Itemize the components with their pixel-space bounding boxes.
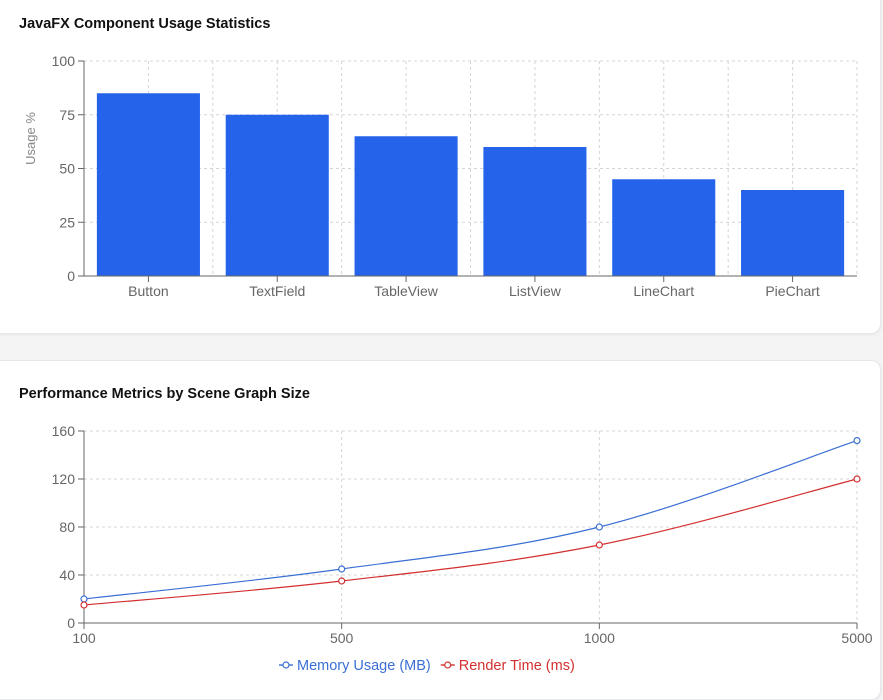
y-tick-label: 40 xyxy=(59,567,75,583)
render-time-line xyxy=(83,478,858,606)
bar-button xyxy=(96,93,200,276)
x-tick-label: Button xyxy=(128,283,168,299)
x-tick-label: TableView xyxy=(374,283,438,299)
usage-chart-card: JavaFX Component Usage Statistics 0 25 50 7… xyxy=(0,0,881,334)
render-time-point xyxy=(853,475,861,483)
x-tick-label: 1000 xyxy=(584,630,615,646)
usage-bar-chart: 0 25 50 75 100 Button TextField TableView ListVi… xyxy=(23,53,858,299)
memory-usage-point xyxy=(80,595,88,603)
legend-marker-render-time xyxy=(444,661,452,669)
y-tick-label: 160 xyxy=(52,423,76,439)
y-tick-label: 50 xyxy=(59,161,75,177)
bar-textfield xyxy=(225,114,329,276)
render-time-point xyxy=(338,577,346,585)
x-tick-label: ListView xyxy=(509,283,562,299)
x-tick-label: PieChart xyxy=(765,283,820,299)
render-time-point xyxy=(80,601,88,609)
x-tick-label: 500 xyxy=(330,630,354,646)
memory-usage-point xyxy=(338,565,346,573)
y-tick-label: 75 xyxy=(59,107,75,123)
performance-chart-title: Performance Metrics by Scene Graph Size xyxy=(19,386,310,402)
usage-chart-title: JavaFX Component Usage Statistics xyxy=(19,16,271,32)
x-tick-label: TextField xyxy=(249,283,305,299)
bar-listview xyxy=(483,147,587,276)
legend-label-render-time: Render Time (ms) xyxy=(459,658,575,674)
performance-chart-card: Performance Metrics by Scene Graph Size … xyxy=(0,360,881,700)
memory-usage-point xyxy=(595,523,603,531)
y-tick-label: 0 xyxy=(67,268,75,284)
performance-line-chart: 0 40 80 120 160 100 500 1000 5000 Memory Usage (M… xyxy=(52,423,873,674)
y-tick-label: 100 xyxy=(52,53,76,69)
x-tick-label: 5000 xyxy=(841,630,872,646)
y-tick-label: 0 xyxy=(67,615,75,631)
memory-usage-line xyxy=(83,440,858,600)
render-time-point xyxy=(595,541,603,549)
bar-piechart xyxy=(741,190,845,276)
y-tick-label: 80 xyxy=(59,519,75,535)
legend-marker-memory-usage xyxy=(282,661,290,669)
y-tick-label: 25 xyxy=(59,214,75,230)
bar-linechart xyxy=(612,179,716,276)
legend-label-memory-usage: Memory Usage (MB) xyxy=(297,658,431,674)
x-tick-label: LineChart xyxy=(633,283,694,299)
bar-tableview xyxy=(354,136,458,276)
x-tick-label: 100 xyxy=(72,630,96,646)
memory-usage-point xyxy=(853,437,861,445)
y-tick-label: 120 xyxy=(52,471,76,487)
y-axis-label: Usage % xyxy=(23,112,38,165)
